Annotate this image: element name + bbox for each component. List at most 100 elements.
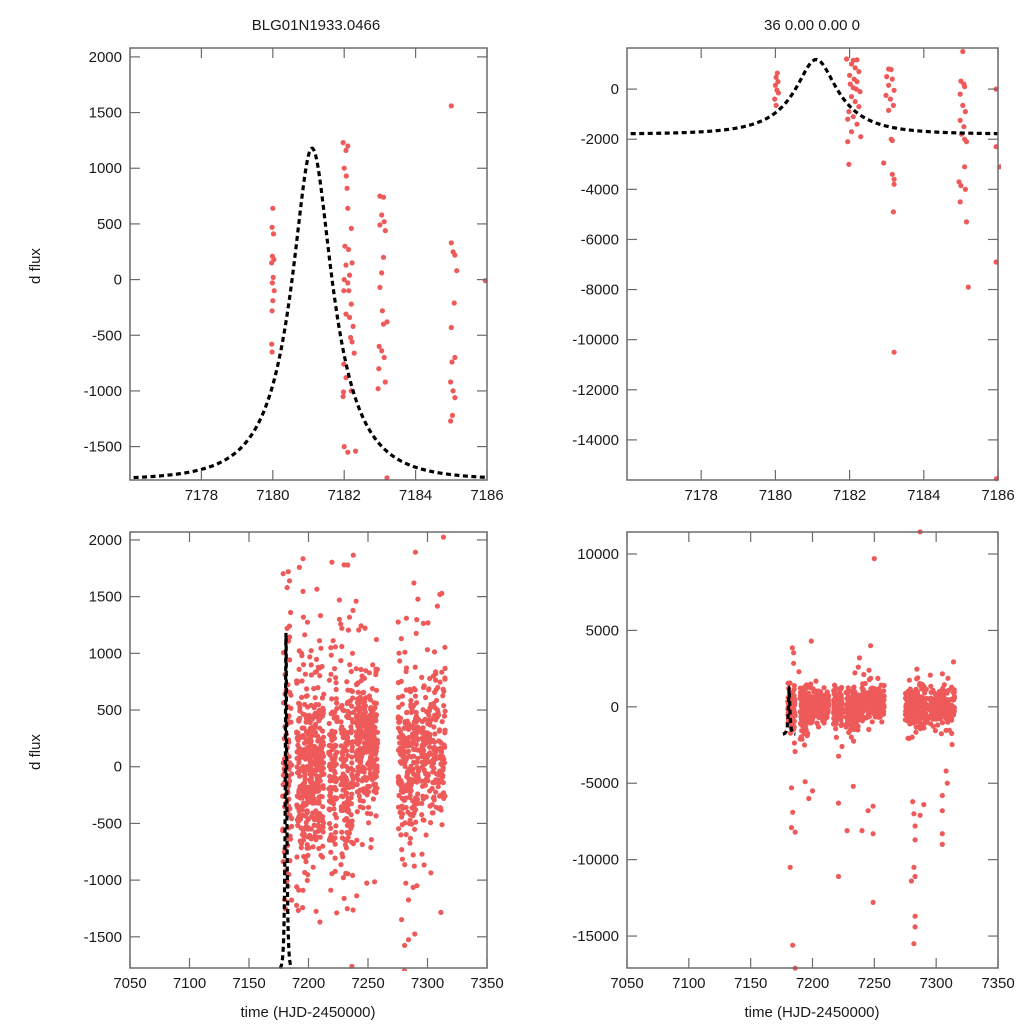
- data-point: [951, 687, 957, 693]
- data-point: [326, 677, 332, 683]
- data-point: [812, 689, 818, 695]
- data-point: [921, 725, 927, 731]
- data-point: [820, 705, 826, 711]
- data-point: [413, 742, 419, 748]
- data-point: [851, 702, 857, 708]
- data-point: [376, 343, 382, 349]
- data-point: [940, 697, 946, 703]
- data-point: [329, 871, 335, 877]
- data-point: [345, 280, 351, 286]
- data-point: [430, 810, 436, 816]
- data-point: [860, 695, 866, 701]
- data-point: [419, 778, 425, 784]
- data-point: [850, 783, 856, 789]
- data-point: [328, 794, 334, 800]
- data-point: [373, 718, 379, 724]
- data-point: [835, 700, 841, 706]
- data-point: [403, 795, 409, 801]
- data-point: [382, 379, 388, 385]
- data-point: [296, 700, 302, 706]
- data-point: [353, 666, 359, 672]
- data-point: [381, 219, 387, 225]
- data-point: [295, 742, 301, 748]
- data-point: [408, 742, 415, 748]
- data-point: [415, 769, 421, 775]
- data-point: [360, 750, 366, 757]
- data-point: [405, 897, 412, 903]
- data-point: [791, 660, 797, 666]
- data-point: [944, 697, 951, 703]
- data-point: [344, 790, 350, 796]
- data-point: [307, 754, 313, 761]
- data-point: [919, 681, 925, 687]
- plot-frame: [626, 531, 999, 969]
- data-point: [333, 680, 339, 686]
- data-point: [413, 725, 419, 731]
- data-point: [350, 776, 356, 782]
- x-tick-label: 7250: [858, 975, 891, 992]
- data-point: [420, 738, 427, 744]
- data-point: [412, 687, 418, 693]
- data-point: [857, 89, 863, 95]
- data-point: [297, 813, 303, 819]
- data-point: [430, 760, 437, 766]
- data-point: [963, 219, 970, 225]
- data-point: [854, 121, 860, 127]
- data-point: [314, 788, 320, 795]
- data-point: [886, 107, 892, 113]
- data-point: [308, 648, 314, 654]
- data-point: [294, 735, 300, 741]
- data-point: [269, 224, 275, 230]
- data-point: [373, 813, 379, 819]
- data-point: [344, 822, 350, 829]
- data-point: [340, 140, 346, 146]
- data-point: [425, 737, 431, 744]
- data-point: [320, 829, 326, 835]
- data-point: [835, 800, 842, 806]
- data-point: [809, 788, 816, 794]
- data-point: [785, 680, 791, 686]
- data-point: [412, 664, 418, 670]
- data-point: [409, 821, 415, 827]
- data-point: [379, 348, 385, 354]
- data-point: [419, 764, 425, 770]
- data-point: [303, 824, 309, 830]
- data-point: [949, 704, 955, 710]
- data-point: [354, 809, 360, 815]
- data-point: [361, 675, 367, 681]
- data-point: [314, 745, 320, 751]
- data-point: [939, 671, 946, 677]
- data-point: [887, 96, 894, 102]
- data-point: [353, 753, 359, 759]
- data-point: [848, 94, 855, 100]
- data-point: [853, 86, 859, 92]
- data-point: [428, 870, 434, 876]
- data-point: [333, 823, 339, 829]
- data-point: [370, 662, 376, 668]
- plot-area: [133, 103, 488, 481]
- data-point: [788, 785, 795, 791]
- data-point: [304, 877, 310, 884]
- data-point: [439, 760, 445, 766]
- data-point: [349, 744, 355, 750]
- data-point: [425, 620, 431, 626]
- y-tick-label: -500: [92, 327, 122, 344]
- data-point: [917, 723, 923, 729]
- data-point: [902, 690, 909, 696]
- data-point: [801, 702, 807, 708]
- data-point: [355, 777, 361, 783]
- data-point: [844, 56, 850, 62]
- data-point: [342, 786, 348, 792]
- data-point: [427, 803, 433, 809]
- data-point: [357, 787, 363, 793]
- data-point: [310, 844, 316, 850]
- data-point: [847, 72, 853, 78]
- data-point: [844, 696, 851, 702]
- data-point: [431, 649, 438, 655]
- data-point: [880, 711, 887, 717]
- data-point: [889, 137, 895, 144]
- data-point: [847, 81, 853, 87]
- data-point: [377, 222, 383, 228]
- data-point: [859, 705, 865, 711]
- data-point: [949, 741, 955, 748]
